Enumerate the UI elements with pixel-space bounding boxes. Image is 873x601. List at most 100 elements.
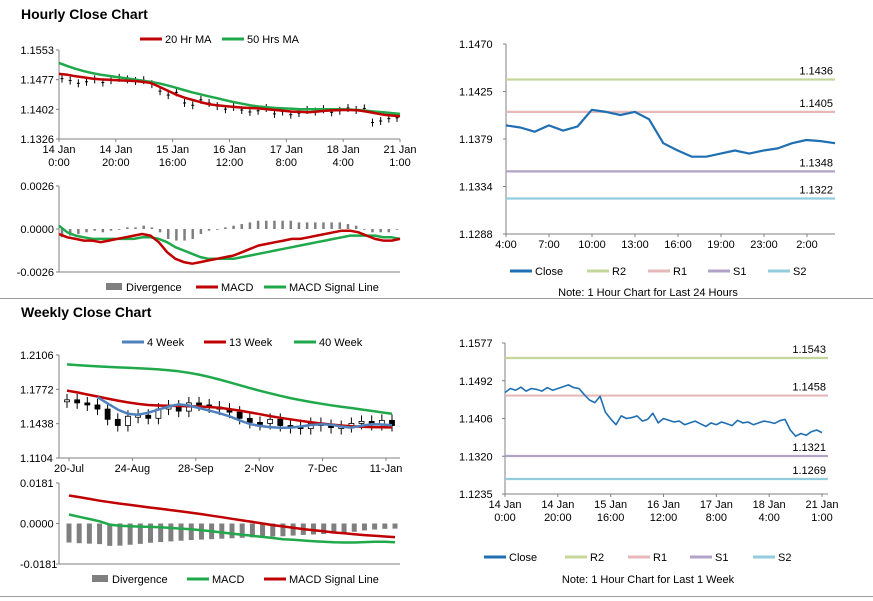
hourly-divergence-bar	[142, 225, 145, 229]
weekly-divergence-bar	[86, 523, 92, 544]
day-r2-label: 1.1436	[799, 65, 833, 77]
day-close-legend-label: R1	[673, 266, 687, 278]
weekly-candle-body	[267, 418, 274, 424]
hourly-divergence-bar	[199, 229, 203, 234]
hourly-divergence-bar	[379, 229, 382, 233]
weekly-candle-body	[94, 404, 101, 410]
weekly-candle-body	[64, 399, 70, 403]
week-close-xtick-label: 17 Jan	[700, 499, 733, 511]
weekly-chart-title: Weekly Close Chart	[21, 304, 152, 320]
weekly-40week-line	[66, 363, 393, 415]
week-s2-label: 1.1269	[792, 465, 826, 477]
weekly-divergence-bar	[270, 523, 276, 537]
weekly-divergence-bar	[351, 523, 357, 532]
hourly-price-xtick-label: 14 Jan	[42, 144, 75, 156]
hourly-divergence-bar	[395, 229, 399, 230]
weekly-macd-ytick-label: -0.0181	[20, 559, 57, 571]
hourly-macd-legend-label: Divergence	[126, 282, 182, 294]
weekly-price-xtick-label: 28-Sep	[178, 463, 213, 475]
week-close-legend-label: R2	[590, 552, 604, 564]
day-close-legend-label: S1	[733, 266, 746, 278]
hourly-divergence-bar	[183, 229, 186, 241]
weekly-divergence-bar	[290, 523, 296, 536]
hourly-macd-legend-label: MACD	[221, 282, 253, 294]
weekly-price-ytick-label: 1.1104	[20, 453, 53, 465]
weekly-divergence-bar	[127, 523, 133, 545]
hourly-divergence-bar	[126, 227, 129, 229]
hourly-divergence-bar	[60, 229, 64, 238]
hourly-price-xtick-label: 4:00	[332, 157, 353, 169]
hourly-macd-ytick-label: -0.0026	[17, 267, 54, 279]
hourly-price-xtick-label: 16:00	[159, 157, 187, 169]
day-close-ytick-label: 1.1288	[459, 229, 493, 241]
weekly-candle-body	[196, 402, 202, 406]
hourly-divergence-bar	[314, 222, 317, 229]
hourly-divergence-bar	[77, 229, 80, 234]
week-close-note: Note: 1 Hour Chart for Last 1 Week	[562, 574, 735, 586]
weekly-macd-line	[68, 513, 396, 544]
hourly-divergence-bar	[85, 229, 88, 233]
weekly-divergence-bar	[198, 523, 204, 540]
weekly-divergence-bar	[249, 523, 255, 538]
weekly-candle-body	[257, 422, 263, 425]
week-r2-label: 1.1543	[792, 344, 826, 356]
hourly-divergence-bar	[289, 220, 293, 229]
hourly-price-ytick-label: 1.1553	[20, 45, 54, 57]
weekly-4week-line	[96, 396, 393, 430]
week-close-xtick-label: 0:00	[494, 512, 515, 524]
hourly-macd-line	[58, 229, 401, 265]
hourly-divergence-bar	[256, 220, 260, 229]
weekly-price-xtick-label: 20-Jul	[54, 463, 84, 475]
weekly-candle-body	[125, 415, 131, 426]
week-close-xtick-label: 8:00	[706, 512, 727, 524]
hourly-price-xtick-label: 8:00	[276, 157, 297, 169]
weekly-divergence-bar	[260, 523, 266, 537]
weekly-macd-ytick-label: 0.0000	[20, 519, 54, 531]
weekly-macd-ytick-label: 0.0181	[20, 478, 54, 490]
weekly-macd-signal-line	[68, 494, 396, 539]
weekly-candle-body	[104, 408, 111, 420]
week-close-ytick-label: 1.1406	[459, 414, 493, 426]
hourly-price-xtick-label: 0:00	[48, 157, 69, 169]
hourly-price-xtick-label: 21 Jan	[383, 144, 416, 156]
weekly-divergence-bar	[229, 523, 235, 539]
hourly-price-ytick-label: 1.1477	[20, 75, 54, 87]
weekly-divergence-bar	[280, 523, 286, 537]
week-close-xtick-label: 14 Jan	[488, 499, 521, 511]
hourly-macd-ytick-label: 0.0026	[20, 181, 54, 193]
week-close-legend-label: S1	[715, 552, 728, 564]
bottom-divider	[0, 596, 873, 597]
day-close-legend-label: S2	[793, 266, 806, 278]
weekly-candle-body	[114, 418, 121, 426]
hourly-divergence-bar	[248, 222, 252, 229]
hourly-divergence-bar	[150, 227, 154, 229]
day-s2-label: 1.1322	[799, 185, 833, 197]
hourly-divergence-bar	[134, 227, 137, 229]
weekly-divergence-bar	[239, 523, 245, 538]
day-close-ytick-label: 1.1425	[459, 87, 493, 99]
hourly-price-ytick-label: 1.1326	[20, 134, 54, 146]
weekly-price-legend-label: 40 Week	[319, 337, 363, 349]
section-divider	[0, 298, 873, 299]
weekly-price-xtick-label: 11-Jan	[370, 463, 403, 475]
weekly-macd-legend-swatch	[92, 575, 108, 582]
weekly-candle-body	[145, 414, 152, 419]
weekly-candle-body	[84, 402, 91, 406]
hourly-divergence-bar	[354, 225, 358, 229]
day-close-xtick-label: 2:00	[796, 239, 817, 251]
weekly-price-ytick-label: 1.2106	[20, 350, 54, 362]
week-close-xtick-label: 21 Jan	[805, 499, 838, 511]
week-close-legend-label: R1	[653, 552, 667, 564]
hourly-macd-legend-swatch	[106, 283, 122, 290]
hourly-divergence-bar	[240, 224, 244, 229]
hourly-price-xtick-label: 20:00	[102, 157, 130, 169]
week-close-xtick-label: 15 Jan	[594, 499, 627, 511]
hourly-divergence-bar	[158, 229, 162, 233]
hourly-macd-legend-label: MACD Signal Line	[289, 282, 379, 294]
weekly-price-legend-label: 13 Week	[229, 337, 273, 349]
weekly-divergence-bar	[137, 523, 143, 544]
hourly-price-xtick-label: 18 Jan	[327, 144, 360, 156]
weekly-price-xtick-label: 24-Aug	[115, 463, 150, 475]
hourly-divergence-bar	[166, 229, 170, 239]
day-r1-label: 1.1405	[799, 98, 833, 110]
